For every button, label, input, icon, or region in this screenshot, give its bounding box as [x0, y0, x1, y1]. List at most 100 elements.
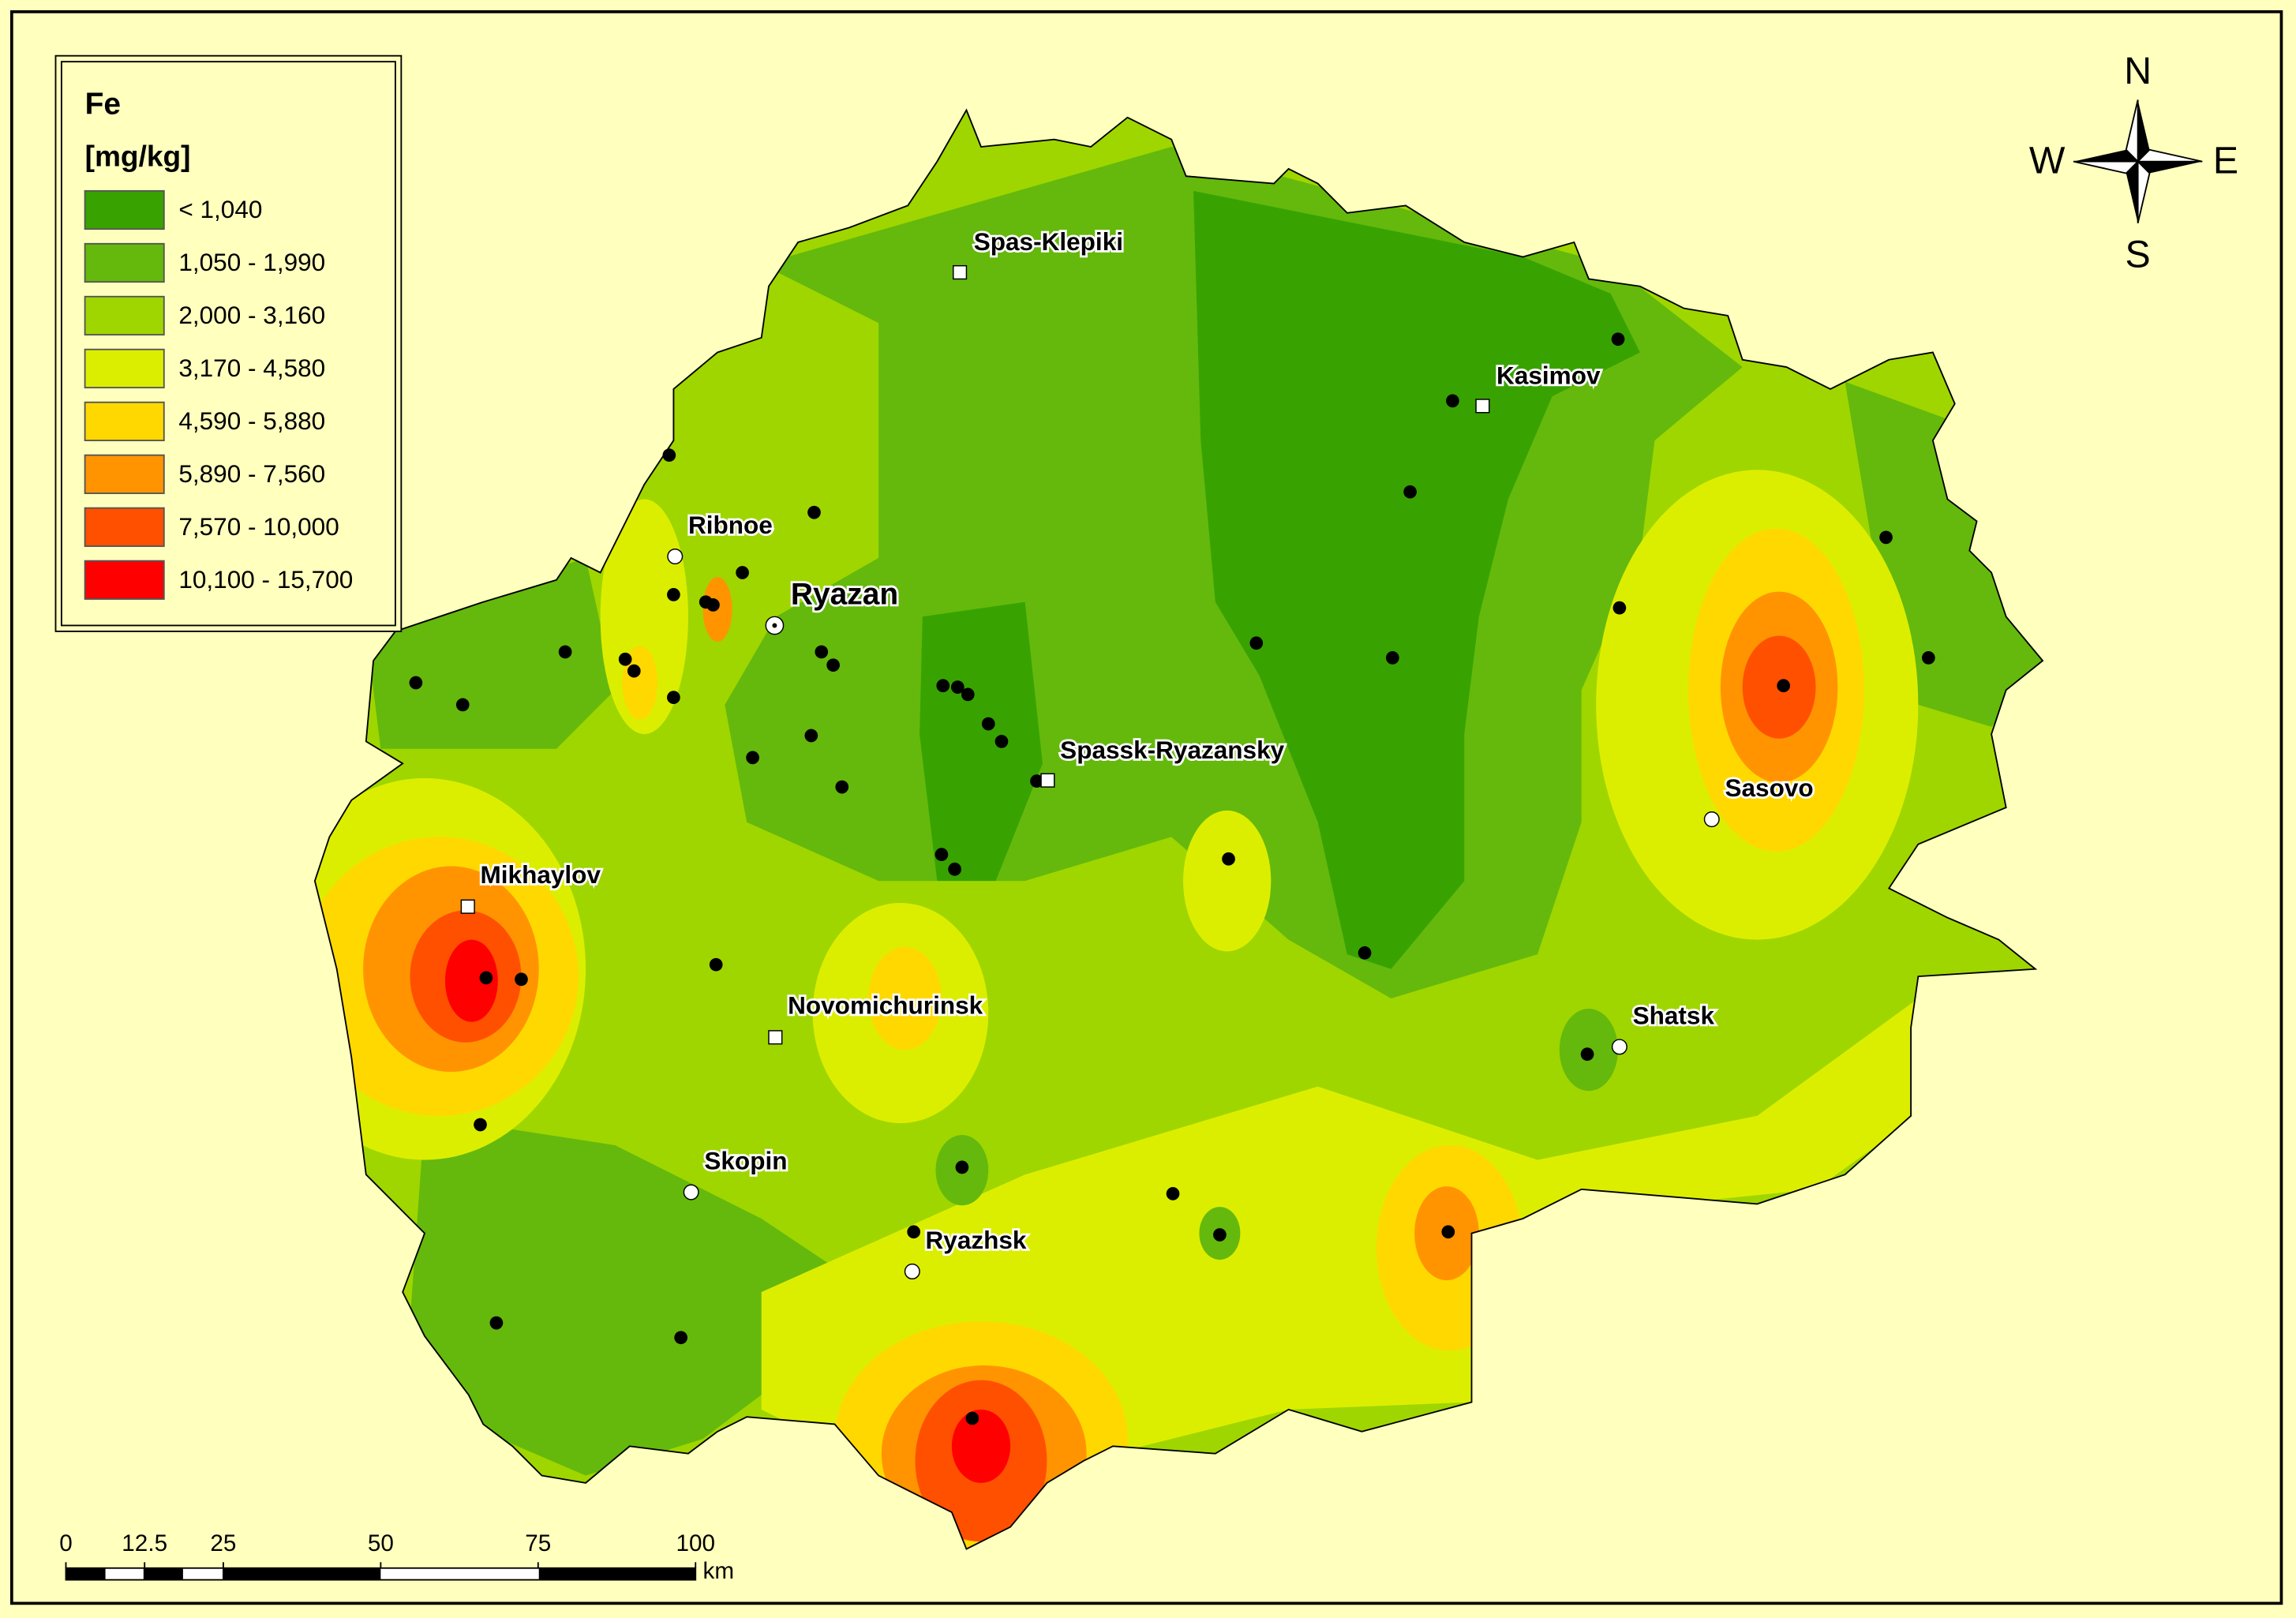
- zone: [1183, 810, 1272, 952]
- sample-point: [965, 1411, 979, 1425]
- sample-point: [950, 680, 964, 694]
- legend-label: 10,100 - 15,700: [178, 565, 353, 594]
- city-marker: [768, 1030, 783, 1045]
- sample-point: [1030, 774, 1043, 788]
- sample-point: [667, 691, 680, 704]
- sample-point: [961, 687, 975, 702]
- sample-point: [1403, 485, 1417, 499]
- zone: [444, 939, 498, 1022]
- legend-label: 4,590 - 5,880: [178, 406, 325, 435]
- legend-label: 3,170 - 4,580: [178, 354, 325, 382]
- zone: [868, 946, 942, 1051]
- sample-point: [479, 971, 493, 985]
- city-marker: [1611, 1039, 1627, 1055]
- city-marker: [683, 1184, 699, 1200]
- sample-point: [618, 652, 632, 666]
- legend-unit: [mg/kg]: [85, 140, 191, 173]
- zone: [622, 646, 657, 720]
- scale-label: 50: [368, 1530, 394, 1556]
- zone: [365, 557, 616, 749]
- zone: [920, 601, 1043, 882]
- scale-bar: km 0 12.5 25 50 75 100: [59, 1530, 734, 1584]
- sample-point: [474, 1118, 487, 1132]
- city-marker: [953, 264, 968, 280]
- sample-point: [1166, 1187, 1180, 1200]
- city-label: Ryazhsk: [926, 1226, 1027, 1254]
- city-label: Skopin: [704, 1147, 787, 1175]
- city-label: Novomichurinsk: [788, 991, 983, 1019]
- sample-point: [804, 728, 818, 743]
- sample-point: [807, 505, 821, 519]
- sample-point: [1580, 1047, 1594, 1062]
- sample-point: [662, 448, 676, 463]
- sample-point: [674, 1331, 688, 1345]
- sample-point: [558, 645, 572, 659]
- cities: Spas-Klepiki Kasimov Ribnoe Ryazan Spass…: [460, 225, 1815, 1280]
- city-label: Spas-Klepiki: [974, 227, 1123, 256]
- legend-label: 7,570 - 10,000: [178, 512, 339, 541]
- sample-point: [1222, 852, 1235, 866]
- sample-point: [706, 598, 720, 612]
- sample-point: [1879, 530, 1893, 545]
- city-marker: [1475, 399, 1490, 414]
- zone: [600, 499, 688, 735]
- sample-point: [1213, 1228, 1227, 1242]
- compass-label: E: [2213, 139, 2238, 182]
- sample-point: [746, 751, 759, 765]
- legend-label: < 1,040: [178, 195, 262, 223]
- zone: [951, 1409, 1011, 1483]
- city-label: Kasimov: [1496, 361, 1601, 389]
- city-label: Mikhaylov: [481, 860, 601, 889]
- sample-point: [736, 566, 749, 579]
- sample-point: [1249, 636, 1264, 650]
- zone: [619, 1248, 722, 1410]
- legend-swatch: [84, 507, 165, 547]
- legend-swatch: [84, 348, 165, 389]
- scale-label: 12.5: [122, 1530, 167, 1556]
- legend-label: 1,050 - 1,990: [178, 248, 325, 276]
- sample-point: [1921, 651, 1935, 665]
- compass-label: W: [2029, 139, 2066, 182]
- city-marker: [772, 623, 777, 628]
- sample-point: [835, 780, 849, 794]
- sample-point: [489, 1316, 504, 1330]
- sample-points: [409, 332, 1935, 1425]
- sample-point: [627, 664, 641, 678]
- legend-swatch: [84, 295, 165, 336]
- sample-point: [815, 645, 829, 659]
- zone: [1193, 190, 1640, 969]
- sample-point: [994, 735, 1009, 748]
- scale-label: 25: [210, 1530, 236, 1556]
- scale-label: 0: [59, 1530, 73, 1556]
- sample-point: [907, 1225, 921, 1239]
- legend-frame: [60, 61, 396, 627]
- legend-swatch: [84, 401, 165, 442]
- legend: Fe [mg/kg] < 1,040 1,050 - 1,990 2,000 - 3…: [54, 54, 403, 632]
- sample-point: [948, 862, 961, 876]
- zone: [480, 1302, 522, 1356]
- legend-swatch: [84, 454, 165, 494]
- sample-point: [936, 679, 950, 693]
- sample-point: [1385, 651, 1399, 665]
- sample-point: [1611, 332, 1625, 346]
- scale-label: 75: [525, 1530, 551, 1556]
- sample-point: [1777, 679, 1791, 693]
- sample-point: [515, 972, 528, 987]
- sample-point: [826, 658, 840, 672]
- city-label: Spassk-Ryazansky: [1060, 736, 1284, 764]
- compass-label: N: [2124, 50, 2152, 92]
- sample-point: [709, 957, 723, 972]
- legend-swatch: [84, 242, 165, 283]
- city-label: Ribnoe: [688, 511, 773, 539]
- legend-swatch: [84, 560, 165, 600]
- compass-label: S: [2126, 233, 2151, 275]
- sample-point: [667, 588, 680, 601]
- city-marker: [1040, 773, 1055, 788]
- legend-swatch: [84, 189, 165, 230]
- city-marker: [460, 899, 475, 914]
- sample-point: [1441, 1225, 1455, 1239]
- legend-label: 2,000 - 3,160: [178, 301, 325, 329]
- sample-point: [981, 717, 995, 731]
